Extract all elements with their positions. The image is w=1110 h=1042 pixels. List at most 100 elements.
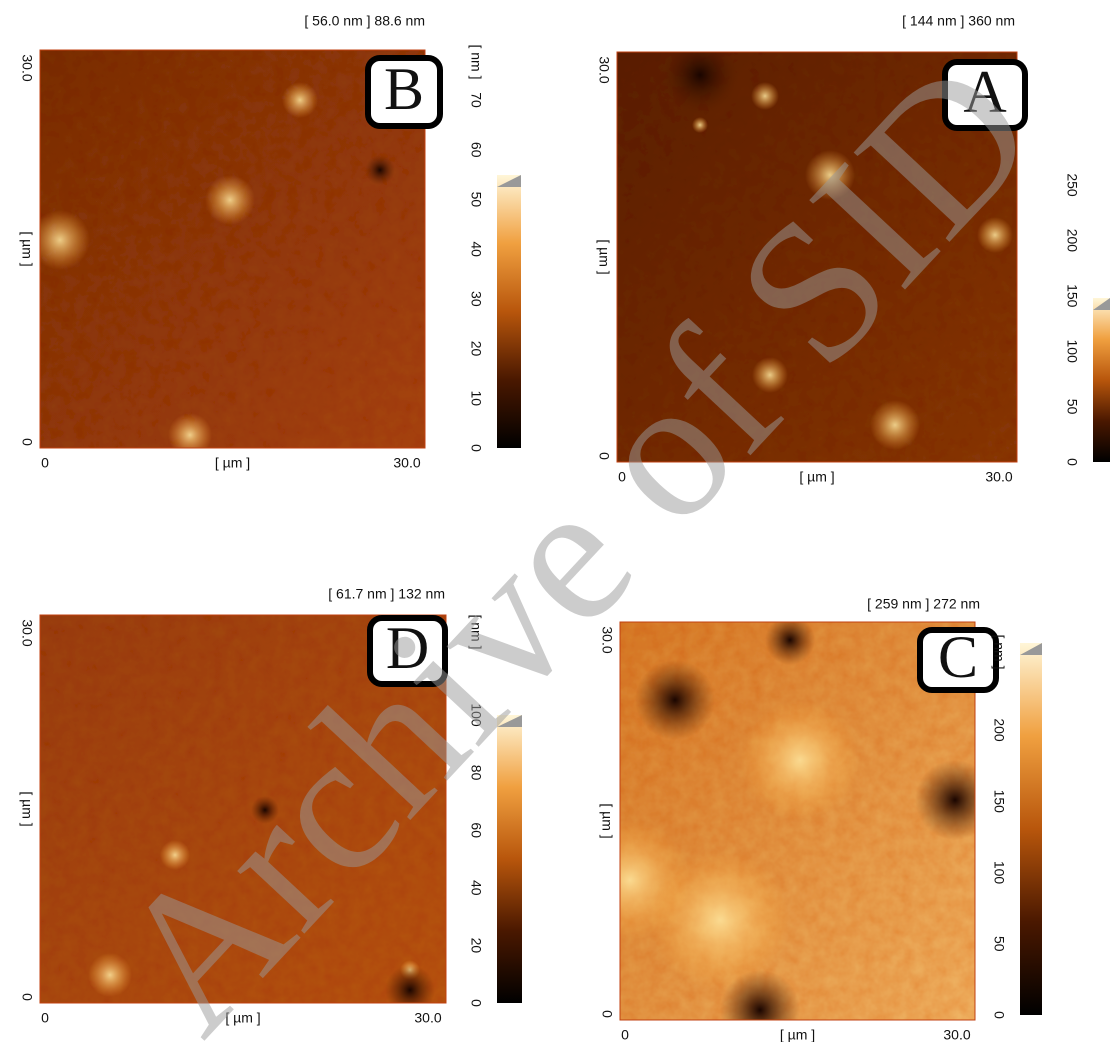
x-tick-label: 30.0 [393, 455, 420, 471]
colorbar [1020, 643, 1042, 1015]
bright-feature [805, 150, 855, 200]
panel-label-box [367, 615, 448, 687]
bright-feature [168, 413, 212, 448]
scan-range: [ 61.7 nm ] 132 nm [328, 586, 445, 602]
colorbar-tick-label: 0 [1064, 458, 1080, 466]
y-axis-label: [ µm ] [596, 239, 612, 274]
colorbar-tick-label: 20 [468, 341, 484, 357]
dark-feature [365, 155, 395, 185]
y-tick-label: 30.0 [596, 56, 612, 83]
colorbar-tick-label: 0 [991, 1011, 1007, 1019]
bright-feature [205, 175, 255, 225]
colorbar-tick-label: 100 [991, 861, 1007, 885]
image-base [40, 50, 425, 448]
x-axis-label: [ µm ] [215, 455, 250, 471]
dark-feature [385, 965, 435, 1003]
afm-panel: [ 56.0 nm ] 88.6 nm B 0 30.0 [ µm ] 0 30.0 [ µm… [19, 13, 521, 471]
x-tick-label: 0 [41, 1010, 49, 1026]
afm-panel: [ 61.7 nm ] 132 nm D 0 30.0 [ µm ] 0 30.0 [ µm … [19, 586, 522, 1026]
x-tick-label: 0 [41, 455, 49, 471]
x-axis-label: [ µm ] [799, 469, 834, 485]
colorbar-tick-label: 10 [468, 390, 484, 406]
colorbar-marker [1093, 298, 1110, 310]
colorbar-tick-label: 70 [468, 92, 484, 108]
colorbar-unit: [ nm ] [468, 614, 484, 649]
colorbar-tick-label: 60 [468, 822, 484, 838]
bright-feature [40, 210, 90, 270]
panel-label: A [963, 59, 1006, 125]
colorbar-marker [497, 715, 522, 727]
afm-panel: [ 259 nm ] 272 nm C 0 30.0 [ µm ] 0 30.0 [ µm ]… [599, 596, 1042, 1042]
colorbar [497, 175, 521, 448]
dark-feature [251, 796, 279, 824]
colorbar-tick-label: 40 [468, 241, 484, 257]
colorbar-tick-label: 0 [468, 444, 484, 452]
dark-feature [765, 622, 815, 665]
colorbar-tick-label: 40 [468, 880, 484, 896]
colorbar [1093, 298, 1110, 462]
x-axis-label: [ µm ] [780, 1027, 815, 1042]
x-tick-label: 0 [621, 1027, 629, 1042]
colorbar-tick-label: 0 [468, 999, 484, 1007]
colorbar-tick-label: 150 [1064, 284, 1080, 308]
colorbar-tick-label: 20 [468, 938, 484, 954]
x-axis-label: [ µm ] [225, 1010, 260, 1026]
y-tick-label: 30.0 [19, 619, 35, 646]
afm-image [40, 50, 425, 448]
bright-feature [88, 953, 132, 997]
y-tick-label: 0 [599, 1010, 615, 1018]
colorbar-tick-label: 30 [468, 291, 484, 307]
image-frame [39, 49, 426, 449]
colorbar-marker [1020, 643, 1042, 655]
bright-feature [160, 840, 190, 870]
panel-label-box [917, 627, 999, 693]
colorbar-tick-label: 100 [468, 703, 484, 727]
bright-feature [740, 700, 860, 820]
colorbar-tick-label: 100 [1064, 340, 1080, 364]
dark-feature [720, 970, 800, 1020]
colorbar-marker [497, 175, 521, 187]
dark-feature [635, 660, 715, 740]
panel-label-box [942, 59, 1028, 131]
colorbar-unit: [ nm ] [991, 634, 1007, 669]
colorbar-tick-label: 150 [991, 790, 1007, 814]
scan-range: [ 144 nm ] 360 nm [902, 13, 1015, 29]
y-axis-label: [ µm ] [599, 803, 615, 838]
x-tick-label: 0 [618, 469, 626, 485]
y-tick-label: 30.0 [599, 626, 615, 653]
colorbar-unit: [ nm ] [468, 44, 484, 79]
y-axis-label: [ µm ] [19, 791, 35, 826]
afm-panel: [ 144 nm ] 360 nm A 0 30.0 [ µm ] 0 30.0 [ µm ]… [596, 13, 1110, 485]
bright-feature [870, 400, 920, 450]
dark-feature [660, 52, 740, 115]
colorbar-tick-label: 60 [468, 142, 484, 158]
y-axis-label: [ µm ] [19, 231, 35, 266]
panel-label: C [938, 624, 978, 690]
colorbar [497, 715, 522, 1003]
bright-feature [752, 357, 788, 393]
scan-range: [ 56.0 nm ] 88.6 nm [304, 13, 425, 29]
panel-label: D [386, 615, 429, 681]
y-tick-label: 30.0 [19, 54, 35, 81]
colorbar-tick-label: 80 [468, 765, 484, 781]
y-tick-label: 0 [19, 438, 35, 446]
afm-image [617, 52, 1017, 462]
y-tick-label: 0 [19, 993, 35, 1001]
x-tick-label: 30.0 [943, 1027, 970, 1042]
x-tick-label: 30.0 [985, 469, 1012, 485]
bright-feature [650, 850, 790, 990]
image-frame [39, 614, 447, 1004]
afm-image [620, 622, 975, 1020]
colorbar-tick-label: 200 [1064, 229, 1080, 253]
image-frame [619, 621, 976, 1021]
bright-feature [692, 117, 708, 133]
image-frame [616, 51, 1018, 463]
bright-feature [977, 217, 1013, 253]
colorbar-tick-label: 50 [1064, 399, 1080, 415]
bright-feature [282, 82, 318, 118]
colorbar-tick-label: 200 [991, 718, 1007, 742]
bright-feature [751, 82, 779, 110]
colorbar-tick-label: 50 [991, 936, 1007, 952]
colorbar-tick-label: 250 [1064, 173, 1080, 197]
